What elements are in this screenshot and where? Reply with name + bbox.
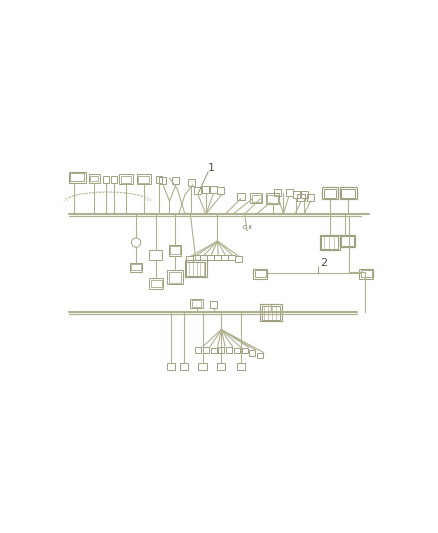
Text: 2: 2	[321, 257, 328, 268]
Bar	[194, 187, 201, 194]
Bar	[340, 187, 357, 199]
Bar	[195, 348, 201, 353]
Bar	[120, 175, 131, 182]
Bar	[180, 363, 188, 370]
Bar	[253, 269, 267, 279]
Bar	[203, 348, 209, 353]
Bar	[185, 260, 207, 277]
Bar	[187, 262, 205, 276]
Bar	[297, 194, 305, 201]
Bar	[103, 175, 109, 182]
Bar	[210, 187, 217, 193]
Bar	[228, 255, 235, 260]
Bar	[194, 255, 200, 260]
Bar	[286, 189, 293, 196]
Bar	[293, 191, 300, 198]
Bar	[155, 175, 162, 182]
Text: 1: 1	[208, 163, 215, 173]
Bar	[169, 272, 181, 282]
Bar	[210, 301, 218, 308]
Bar	[89, 174, 100, 182]
Bar	[167, 363, 175, 370]
Bar	[320, 235, 340, 251]
Bar	[301, 191, 308, 198]
Bar	[90, 175, 98, 181]
Bar	[257, 353, 263, 358]
Bar	[324, 189, 336, 198]
Bar	[119, 174, 133, 184]
Bar	[274, 189, 281, 196]
Bar	[321, 237, 339, 249]
Bar	[237, 193, 245, 200]
Bar	[265, 193, 279, 204]
Bar	[261, 306, 280, 320]
Bar	[250, 193, 262, 203]
Bar	[187, 256, 193, 262]
Bar	[251, 195, 261, 202]
Bar	[159, 177, 166, 184]
Bar	[169, 245, 181, 256]
Bar	[138, 175, 149, 182]
Bar	[201, 255, 207, 260]
Bar	[234, 348, 240, 353]
Bar	[167, 270, 183, 284]
Bar	[149, 278, 163, 289]
Bar	[307, 194, 314, 201]
Bar	[249, 350, 255, 356]
Bar	[208, 255, 214, 260]
Bar	[214, 255, 221, 260]
Bar	[342, 189, 356, 198]
Bar	[151, 280, 162, 287]
Bar	[188, 179, 195, 185]
Text: C_II: C_II	[242, 224, 252, 230]
Bar	[172, 177, 179, 184]
Bar	[218, 348, 224, 353]
Bar	[218, 187, 224, 194]
Bar	[235, 256, 241, 262]
Bar	[70, 173, 84, 181]
Bar	[191, 299, 203, 308]
Bar	[198, 363, 208, 370]
Bar	[322, 187, 338, 199]
Bar	[149, 251, 162, 260]
Bar	[221, 255, 228, 260]
Bar	[241, 348, 248, 353]
Bar	[260, 304, 282, 321]
Bar	[359, 269, 373, 279]
Bar	[226, 348, 232, 353]
Bar	[137, 174, 151, 184]
Bar	[361, 270, 372, 277]
Bar	[110, 175, 117, 182]
Bar	[267, 195, 278, 203]
Bar	[342, 237, 354, 246]
Bar	[170, 246, 180, 254]
Bar	[192, 301, 201, 306]
Bar	[131, 264, 141, 270]
Bar	[218, 363, 225, 370]
Bar	[255, 270, 265, 277]
Bar	[202, 187, 209, 193]
Bar	[340, 235, 356, 247]
Bar	[69, 172, 86, 182]
Bar	[237, 363, 245, 370]
Bar	[130, 263, 142, 272]
Bar	[211, 348, 217, 353]
